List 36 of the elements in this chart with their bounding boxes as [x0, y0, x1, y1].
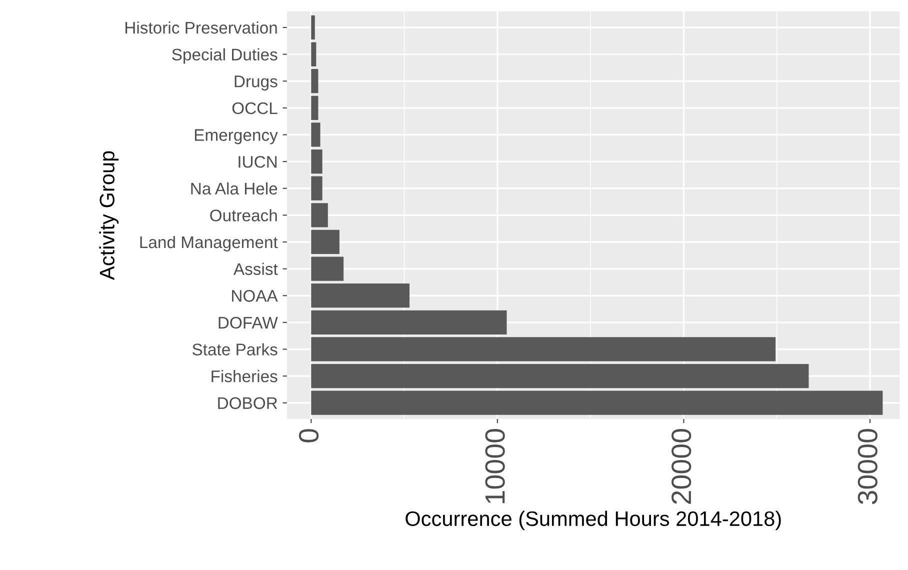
y-axis-title: Activity Group — [99, 151, 119, 280]
bar — [311, 256, 344, 281]
y-tick-label: Na Ala Hele — [191, 182, 278, 195]
bar — [311, 176, 322, 200]
bar — [311, 310, 507, 334]
y-tick-label: NOAA — [232, 290, 278, 302]
y-tick-label: Outreach — [210, 209, 277, 222]
bar — [311, 284, 410, 308]
x-axis-title: Occurrence (Summed Hours 2014-2018) — [406, 510, 781, 530]
bar — [311, 203, 328, 228]
y-tick-label: Fisheries — [212, 370, 278, 382]
bar — [311, 15, 315, 40]
y-tick-label: DOFAW — [218, 316, 278, 329]
y-tick-label: IUCN — [238, 156, 277, 168]
y-tick-label: Drugs — [234, 76, 278, 91]
bar — [311, 230, 340, 254]
bar — [311, 390, 883, 415]
y-tick-label: Land Management — [140, 236, 278, 252]
bar — [311, 42, 316, 66]
y-tick-label: Historic Preservation — [126, 21, 277, 34]
y-tick-label: Emergency — [194, 129, 278, 144]
bar — [311, 337, 776, 362]
x-tick-label: 10000 — [485, 429, 505, 504]
bar — [311, 69, 318, 94]
y-tick-label: State Parks — [192, 343, 278, 356]
bar — [311, 149, 322, 174]
x-tick-label: 20000 — [672, 429, 692, 504]
y-tick-label: Special Duties — [172, 48, 278, 64]
bar — [311, 122, 320, 147]
y-tick-label: Assist — [233, 262, 278, 276]
bar — [311, 96, 318, 120]
y-tick-label: OCCL — [232, 102, 278, 114]
x-tick-label: 0 — [298, 429, 319, 442]
bar — [311, 364, 809, 388]
x-tick-label: 30000 — [858, 429, 878, 504]
y-tick-label: DOBOR — [218, 397, 278, 410]
